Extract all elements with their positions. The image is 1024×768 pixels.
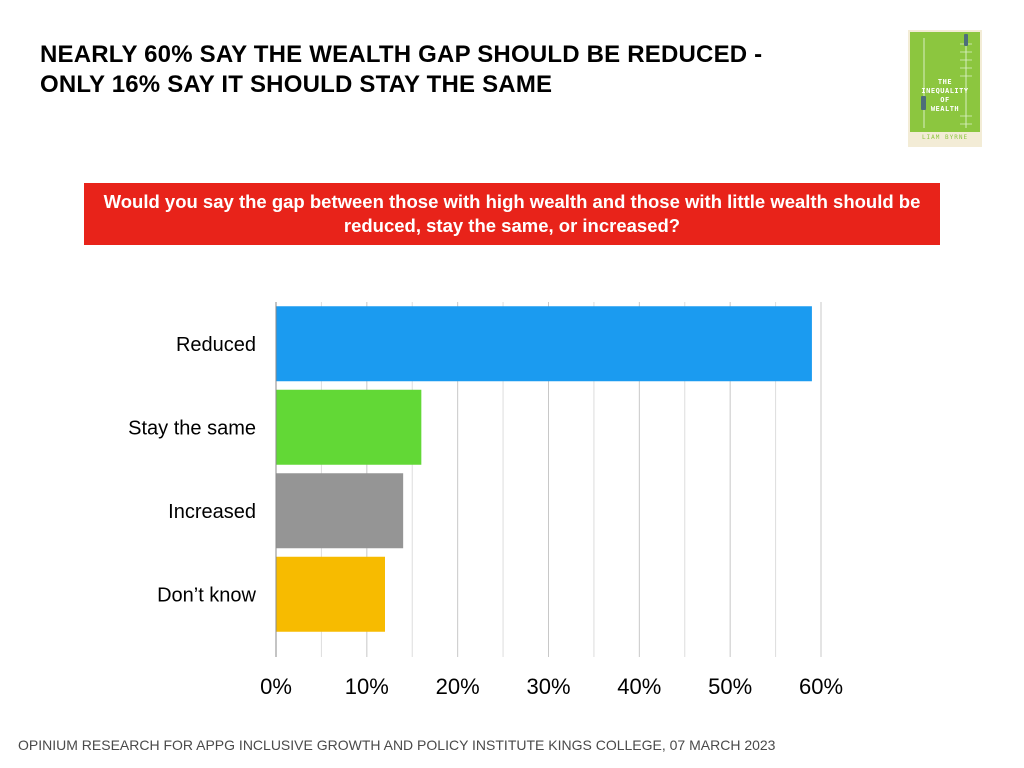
book-cover-art: THE INEQUALITY OF WEALTH	[910, 32, 980, 132]
book-title: THE INEQUALITY OF WEALTH	[921, 78, 969, 113]
survey-question-banner: Would you say the gap between those with…	[84, 183, 940, 245]
x-tick-label: 10%	[345, 674, 389, 699]
headline: NEARLY 60% SAY THE WEALTH GAP SHOULD BE …	[40, 40, 860, 100]
headline-line-1: NEARLY 60% SAY THE WEALTH GAP SHOULD BE …	[40, 41, 763, 68]
book-cover-image: THE INEQUALITY OF WEALTH LIAM BYRNE	[908, 30, 982, 147]
source-note: OPINIUM RESEARCH FOR APPG INCLUSIVE GROW…	[18, 737, 776, 753]
bar-stay-the-same	[276, 389, 422, 465]
x-tick-label: 50%	[708, 674, 752, 699]
x-tick-label: 20%	[436, 674, 480, 699]
book-author: LIAM BYRNE	[921, 134, 969, 141]
bar-increased	[276, 473, 404, 549]
headline-line-2: ONLY 16% SAY IT SHOULD STAY THE SAME	[40, 71, 553, 98]
x-tick-label: 60%	[799, 674, 843, 699]
category-label: Stay the same	[128, 417, 256, 439]
category-label: Don’t know	[157, 584, 256, 606]
category-label: Increased	[168, 501, 256, 523]
bar-don-t-know	[276, 556, 385, 632]
bar-layer	[276, 306, 812, 632]
bar-reduced	[276, 306, 812, 382]
x-tick-label: 40%	[617, 674, 661, 699]
x-tick-label: 30%	[526, 674, 570, 699]
label-layer: Reduced Stay the same Increased Don’t know 0…	[128, 334, 843, 699]
book-cover-illustration	[921, 34, 972, 128]
x-tick-label: 0%	[260, 674, 292, 699]
category-label: Reduced	[176, 334, 256, 356]
bar-chart: Reduced Stay the same Increased Don’t know 0…	[128, 302, 843, 699]
